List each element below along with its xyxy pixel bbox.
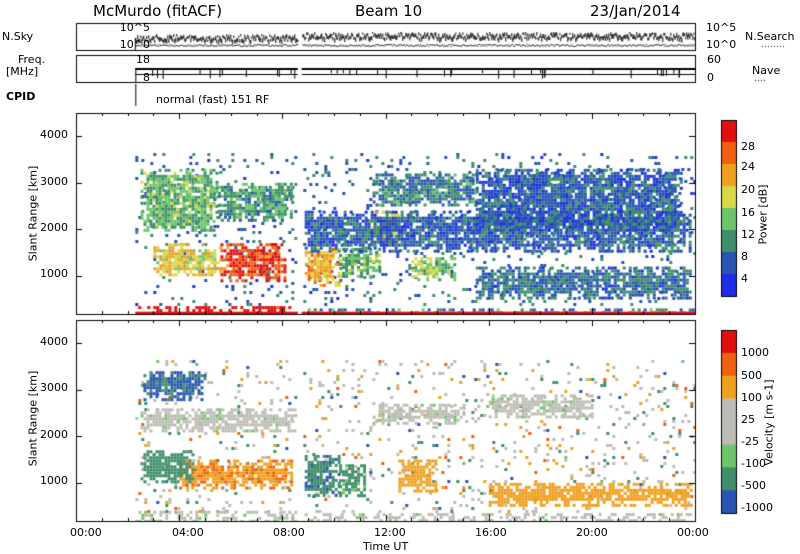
velocity-cbar-tick-25: 25 [741,413,755,426]
station-title: McMurdo (fitACF) [93,2,223,20]
velocity-cbar-tick-500: 500 [741,369,762,382]
power-cbar-tick-24: 24 [741,160,755,173]
freq-label: Freq. [18,53,46,66]
power-cbar-tick-4: 4 [741,272,748,285]
nave-tick-bottom: 0 [707,71,714,84]
nsky-tick-bottom: 10^0 [119,38,150,51]
power-cbar-tick-12: 12 [741,228,755,241]
velocity-ytick-1000: 1000 [40,474,68,487]
freq-tick-top: 18 [136,53,150,66]
nave-label: Nave [752,64,781,77]
xtick-0000-end: 00:00 [677,526,709,539]
xtick-0000: 00:00 [70,526,102,539]
velocity-cbar-tick-1000: 1000 [741,346,769,359]
power-cbar-tick-28: 28 [741,140,755,153]
velocity-cbar-tick-neg100: -100 [741,457,766,470]
velocity-cbar-tick-neg500: -500 [741,479,766,492]
nsky-tick-top: 10^5 [119,21,150,34]
nsky-label: N.Sky [2,30,34,43]
cpid-text: normal (fast) 151 RF [156,93,270,106]
power-ylabel: Slant Range [km] [26,165,40,262]
velocity-ytick-2000: 2000 [40,428,68,441]
velocity-cbar-tick-100: 100 [741,391,762,404]
velocity-cbar-tick-neg1000: -1000 [741,501,773,514]
cpid-label: CPID [6,90,36,103]
power-ytick-3000: 3000 [40,175,68,188]
xlabel: Time UT [363,540,409,553]
beam-title: Beam 10 [355,2,423,20]
nave-tick-top: 60 [707,53,721,66]
date-title: 23/Jan/2014 [590,2,681,20]
velocity-ytick-3000: 3000 [40,381,68,394]
power-colorbar-label: Power [dB] [756,184,770,245]
power-ytick-4000: 4000 [40,128,68,141]
nsearch-tick-top: 10^5 [706,21,737,34]
power-cbar-tick-16: 16 [741,206,755,219]
freq-unit-label: [MHz] [6,65,39,78]
power-ytick-2000: 2000 [40,221,68,234]
velocity-colorbar-label: Velocity [m s-1] [762,379,776,466]
freq-tick-bottom: 8 [143,71,150,84]
power-cbar-tick-8: 8 [741,250,748,263]
velocity-ytick-4000: 4000 [40,335,68,348]
xtick-2000: 20:00 [576,526,608,539]
nsearch-label: N.Search [745,30,795,43]
power-ytick-1000: 1000 [40,267,68,280]
xtick-1200: 12:00 [374,526,406,539]
xtick-1600: 16:00 [475,526,507,539]
velocity-cbar-tick-neg25: -25 [741,435,759,448]
xtick-0400: 04:00 [172,526,204,539]
velocity-ylabel: Slant Range [km] [26,370,40,467]
power-cbar-tick-20: 20 [741,183,755,196]
nsearch-tick-bottom: 10^0 [706,38,737,51]
xtick-0800: 08:00 [273,526,305,539]
